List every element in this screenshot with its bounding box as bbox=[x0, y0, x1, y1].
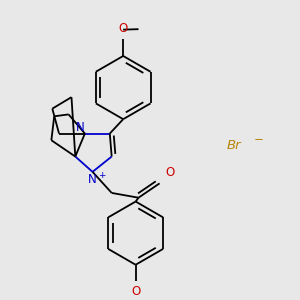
Text: N: N bbox=[88, 173, 97, 186]
Text: O: O bbox=[165, 166, 175, 178]
Text: N: N bbox=[76, 121, 85, 134]
Text: +: + bbox=[98, 171, 106, 180]
Text: O: O bbox=[131, 285, 140, 298]
Text: Br: Br bbox=[226, 139, 241, 152]
Text: O: O bbox=[118, 22, 128, 35]
Text: −: − bbox=[254, 133, 263, 146]
